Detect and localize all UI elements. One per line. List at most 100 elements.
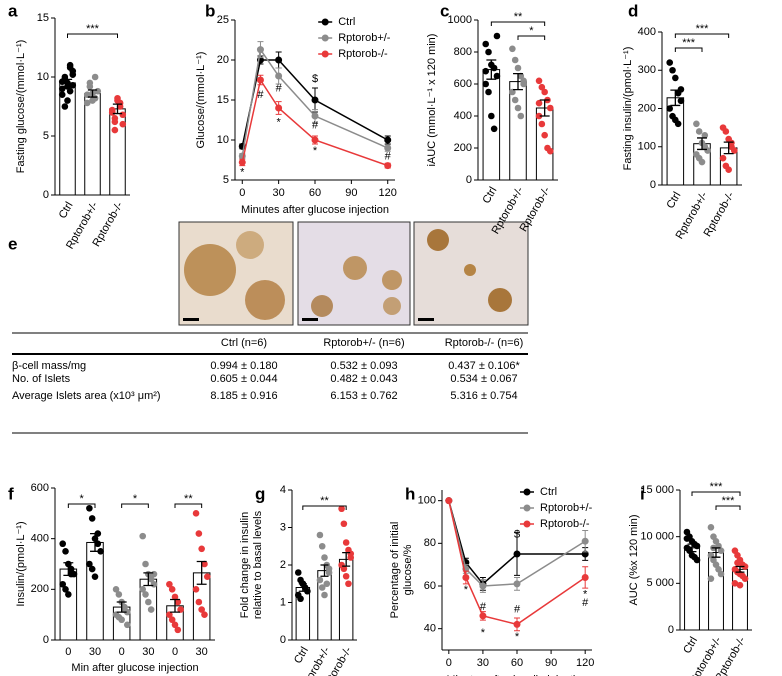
- significance-bracket: [490, 21, 546, 26]
- data-point: [111, 126, 119, 134]
- error-bar: [513, 72, 523, 91]
- panel-label: g: [255, 484, 265, 503]
- x-tick-label: 30: [477, 657, 489, 669]
- data-point: [511, 96, 519, 104]
- significance-bracket: [691, 491, 741, 496]
- data-point: [203, 573, 211, 580]
- data-point: [108, 109, 116, 116]
- data-point: [384, 162, 392, 170]
- annotation: #: [385, 151, 392, 163]
- data-point: [509, 88, 516, 96]
- table-cell: 8.185 ± 0.916: [210, 390, 278, 402]
- y-tick-label: 0: [668, 624, 674, 636]
- row-label: β-cell mass/mg: [12, 360, 87, 372]
- data-point: [445, 497, 453, 505]
- data-point: [719, 154, 727, 162]
- significance-label: ***: [86, 23, 100, 35]
- data-point: [707, 575, 715, 582]
- data-point: [115, 591, 123, 598]
- data-point: [123, 621, 131, 629]
- x-tick-label: 0: [446, 657, 452, 669]
- legend-marker: [523, 504, 531, 512]
- legend-label: Ctrl: [540, 486, 557, 498]
- data-point: [139, 586, 147, 593]
- significance-label: **: [320, 495, 329, 507]
- y-tick-label: 10: [37, 71, 49, 83]
- y-tick-label: 100: [638, 141, 656, 153]
- data-point: [147, 606, 155, 613]
- data-point: [297, 595, 304, 603]
- error-bar: [298, 583, 307, 592]
- x-tick-label: 30: [142, 646, 154, 658]
- annotation: *: [313, 145, 318, 157]
- y-tick-label: 600: [454, 78, 472, 90]
- significance-label: ***: [722, 495, 736, 507]
- annotation: #: [312, 120, 319, 132]
- data-point: [482, 80, 490, 88]
- y-tick-label: 5 000: [646, 577, 674, 589]
- significance-bracket: [121, 503, 149, 508]
- panel-label: a: [8, 1, 18, 20]
- y-tick-label: 400: [638, 26, 656, 38]
- table-cell: 0.482 ± 0.043: [330, 373, 398, 385]
- data-point: [88, 515, 96, 522]
- data-point: [485, 48, 492, 56]
- y-tick-label: 0: [280, 634, 286, 646]
- legend-marker: [321, 18, 329, 26]
- data-point: [535, 112, 543, 120]
- significance-bracket: [715, 505, 741, 510]
- data-point: [509, 45, 516, 53]
- x-tick-label: 0: [239, 187, 245, 199]
- data-point: [256, 46, 264, 54]
- data-point: [722, 128, 730, 135]
- data-point: [717, 570, 725, 578]
- data-point: [511, 56, 519, 64]
- data-point: [479, 582, 487, 590]
- error-bar: [711, 547, 721, 558]
- data-point: [275, 56, 283, 64]
- data-point: [83, 91, 91, 98]
- x-tick-label: 90: [345, 187, 357, 199]
- x-axis-label: Min after glucose injection: [71, 662, 198, 674]
- data-point: [736, 581, 744, 589]
- panel-label: d: [628, 1, 638, 20]
- annotation: #: [276, 83, 283, 95]
- significance-label: ***: [710, 481, 724, 493]
- data-point: [323, 580, 331, 588]
- data-point: [490, 64, 498, 72]
- data-point: [198, 545, 205, 553]
- y-tick-label: 0: [43, 189, 49, 201]
- error-bar: [143, 572, 154, 587]
- data-point: [731, 580, 739, 587]
- annotation: $: [312, 73, 318, 85]
- data-point: [345, 580, 352, 588]
- table-row: No. of Islets 0.605 ± 0.044 0.482 ± 0.043 0…: [12, 371, 528, 388]
- table-cell: 0.532 ± 0.093: [330, 360, 398, 372]
- data-point: [672, 74, 679, 82]
- y-tick-label: 10 000: [640, 531, 674, 543]
- column-header: Rptorob+/- (n=6): [323, 337, 405, 349]
- data-point: [538, 83, 546, 91]
- bar: [509, 81, 527, 181]
- y-tick-label: 1000: [448, 14, 472, 26]
- data-point: [61, 103, 69, 110]
- legend-marker: [321, 50, 329, 58]
- data-point: [86, 560, 93, 568]
- data-point: [66, 87, 74, 95]
- data-point: [65, 591, 72, 598]
- error-bar: [539, 99, 550, 117]
- x-tick-label: 120: [379, 187, 397, 199]
- data-point: [342, 539, 350, 546]
- y-axis-label: relative to basal levels: [252, 510, 264, 619]
- y-tick-label: 0: [466, 174, 472, 186]
- data-point: [325, 565, 333, 573]
- x-tick-label: Ctrl: [481, 185, 500, 206]
- row-label: Average Islets area (x10³ μm²): [12, 390, 161, 402]
- annotation: #: [480, 601, 487, 613]
- x-tick-label: Ctrl: [57, 200, 76, 221]
- data-point: [513, 620, 521, 628]
- significance-bracket: [674, 33, 730, 38]
- x-tick-label: 120: [576, 657, 594, 669]
- legend-label: Ctrl: [338, 16, 355, 28]
